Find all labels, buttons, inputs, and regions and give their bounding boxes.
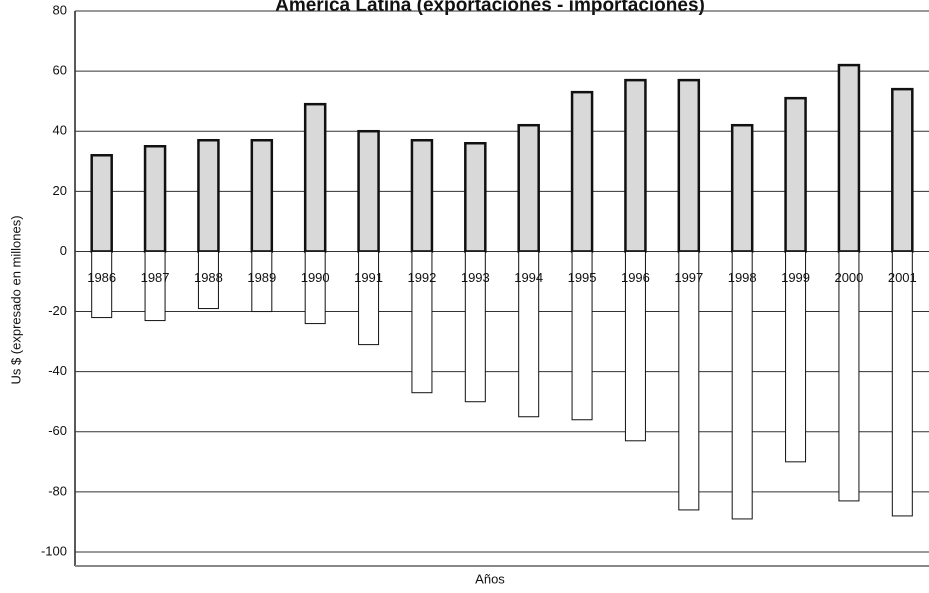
bar [730, 123, 754, 253]
bar [91, 250, 113, 319]
bar [678, 250, 700, 511]
x-tick-label: 1992 [407, 270, 436, 285]
y-tick-label: -20 [48, 303, 67, 318]
bar [837, 63, 861, 253]
x-tick-label: 1996 [621, 270, 650, 285]
x-tick-label: 2001 [888, 270, 917, 285]
bar [517, 123, 540, 253]
bar [624, 78, 647, 253]
bar [464, 141, 487, 253]
bar [250, 138, 274, 253]
y-tick-label: 40 [53, 123, 67, 138]
y-tick-label: 0 [60, 243, 67, 258]
y-tick-label: -100 [41, 543, 67, 558]
bar [90, 154, 113, 253]
x-tick-label: 1989 [247, 270, 276, 285]
bar [838, 250, 860, 502]
x-tick-label: 1993 [461, 270, 490, 285]
y-tick-label: 20 [53, 183, 67, 198]
bar [197, 138, 220, 253]
y-tick-label: -40 [48, 363, 67, 378]
x-tick-label: 1988 [194, 270, 223, 285]
bar [144, 250, 166, 322]
x-tick-label: 1995 [568, 270, 597, 285]
bar [251, 250, 273, 313]
x-tick-label: 1990 [301, 270, 330, 285]
y-tick-label: 60 [53, 63, 67, 78]
bar [197, 250, 219, 310]
x-tick-label: 2000 [834, 270, 863, 285]
bar [891, 87, 914, 253]
y-tick-label: -80 [48, 483, 67, 498]
x-axis-label: Años [475, 571, 505, 586]
y-axis-label: Us $ (expresado en millones) [8, 215, 23, 384]
x-tick-label: 1987 [141, 270, 170, 285]
bar [410, 138, 434, 253]
bar [304, 250, 326, 325]
bar [464, 250, 486, 403]
bar [784, 96, 807, 253]
x-tick-label: 1998 [728, 270, 757, 285]
bar [785, 250, 807, 463]
x-tick-label: 1991 [354, 270, 383, 285]
bar [570, 90, 594, 253]
bar [624, 250, 646, 442]
bar [358, 250, 380, 346]
bar [677, 78, 701, 253]
x-tick-label: 1997 [674, 270, 703, 285]
bar [891, 250, 913, 517]
y-tick-label: -60 [48, 423, 67, 438]
chart-title: América Latina (exportaciones - importac… [275, 0, 705, 16]
bar [731, 250, 753, 520]
bar [357, 129, 380, 253]
bar [411, 250, 433, 394]
bar [143, 145, 167, 253]
x-tick-label: 1986 [87, 270, 116, 285]
bar [571, 250, 593, 421]
x-tick-label: 1994 [514, 270, 543, 285]
bar [303, 102, 327, 253]
bar [518, 250, 540, 418]
x-tick-label: 1999 [781, 270, 810, 285]
y-tick-label: 80 [53, 2, 67, 17]
